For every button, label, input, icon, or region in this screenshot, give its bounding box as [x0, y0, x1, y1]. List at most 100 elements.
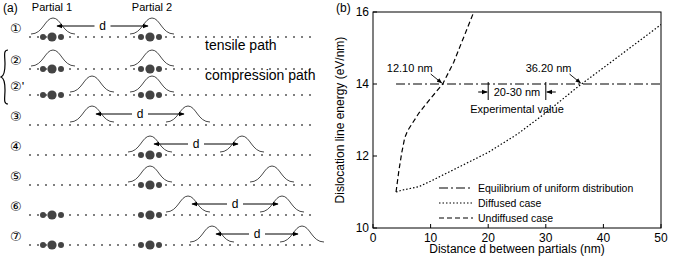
atom [189, 184, 191, 186]
atom [77, 244, 79, 246]
solute-atom [156, 92, 162, 98]
atom [109, 94, 111, 96]
atom [133, 124, 135, 126]
atom [77, 124, 79, 126]
atom [173, 154, 175, 156]
panel-label: (b) [336, 1, 351, 15]
atom [213, 94, 215, 96]
atom [125, 124, 127, 126]
atom [269, 244, 271, 246]
row: ⑦d [10, 226, 324, 250]
series-group [396, 12, 661, 192]
x-tick [545, 224, 546, 228]
y-tick-label: 12 [356, 149, 370, 163]
solute-atom [145, 150, 154, 159]
atom [77, 214, 79, 216]
atom [173, 184, 175, 186]
atom [93, 124, 95, 126]
atom [93, 68, 95, 70]
legend: Equilibrium of uniform distribution Diffu… [439, 182, 633, 224]
atom [133, 36, 135, 38]
atom [189, 244, 191, 246]
atom [101, 214, 103, 216]
distance-label: d [99, 19, 106, 33]
atom [101, 124, 103, 126]
distance-label: d [193, 137, 200, 151]
atom [69, 124, 71, 126]
atom [85, 244, 87, 246]
panel-b: (b)0102030405010121416Distance d between… [333, 1, 668, 256]
atom [189, 68, 191, 70]
atom [277, 36, 279, 38]
atom [29, 184, 31, 186]
atom [101, 244, 103, 246]
atom [101, 154, 103, 156]
atom [117, 244, 119, 246]
x-tick [603, 224, 604, 228]
atom [309, 244, 311, 246]
row-label: ②' [10, 79, 24, 94]
partial-core [130, 50, 174, 66]
atom [237, 124, 239, 126]
atom [213, 244, 215, 246]
atom [293, 154, 295, 156]
atom [117, 184, 119, 186]
atom [293, 36, 295, 38]
annotation: 12.10 nm [387, 62, 433, 74]
solute-atom [40, 34, 46, 40]
atom [109, 244, 111, 246]
atom [37, 154, 39, 156]
atom [261, 124, 263, 126]
legend-label: Diffused case [478, 197, 542, 209]
atom [205, 214, 207, 216]
atom [245, 154, 247, 156]
solute-atom [145, 64, 154, 73]
distance-arrow [265, 234, 298, 235]
atom [285, 244, 287, 246]
atom [109, 154, 111, 156]
legend-label: Equilibrium of uniform distribution [478, 182, 633, 194]
atom [309, 94, 311, 96]
atom [181, 154, 183, 156]
atom [69, 68, 71, 70]
solute-atom [58, 66, 64, 72]
atom [109, 36, 111, 38]
annotation-arrow [570, 74, 581, 83]
row-label: ⑦ [10, 229, 22, 244]
solute-atom [47, 210, 56, 219]
y-tick-label: 14 [356, 77, 370, 91]
row: ⑥d [10, 196, 311, 220]
row-label: ① [10, 21, 22, 36]
atom [133, 154, 135, 156]
atom [221, 244, 223, 246]
atom [29, 154, 31, 156]
figure: (a)Partial 1Partial 2①d②②'③d④d⑤⑥d⑦dtensi… [0, 0, 685, 259]
solute-atom [156, 182, 162, 188]
atom [165, 68, 167, 70]
atom [189, 94, 191, 96]
atom [285, 36, 287, 38]
atom [293, 184, 295, 186]
partial-label: Partial 1 [32, 1, 72, 13]
atom [93, 244, 95, 246]
atom [189, 36, 191, 38]
partial-core [70, 76, 114, 92]
distance-arrow [96, 114, 132, 115]
solute-atom [47, 64, 56, 73]
atom [269, 184, 271, 186]
row-label: ② [10, 53, 22, 68]
solute-atom [156, 34, 162, 40]
atom [261, 214, 263, 216]
atom [309, 184, 311, 186]
atom [245, 124, 247, 126]
atom [37, 214, 39, 216]
distance-arrow [216, 234, 249, 235]
atom [85, 36, 87, 38]
atom [85, 214, 87, 216]
atom [173, 36, 175, 38]
atom [37, 124, 39, 126]
atom [29, 214, 31, 216]
atom [221, 154, 223, 156]
atom [309, 154, 311, 156]
solute-atom [156, 242, 162, 248]
